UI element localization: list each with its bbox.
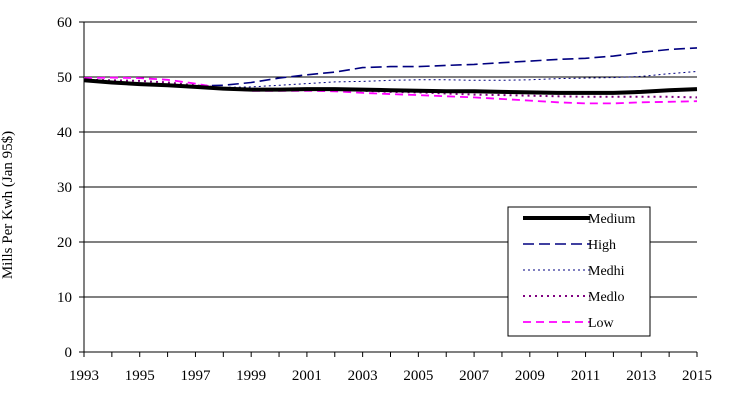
series-line-low xyxy=(83,76,698,105)
series-line-medhi xyxy=(83,71,698,88)
y-tick-label: 20 xyxy=(57,235,72,251)
y-tick-label: 50 xyxy=(57,70,72,86)
y-tick-label: 60 xyxy=(57,15,72,31)
x-tick-label: 2003 xyxy=(348,368,378,384)
legend: Medium High Medhi Medlo Low xyxy=(507,206,651,337)
y-tick-label: 10 xyxy=(57,290,72,306)
x-tick-label: 2015 xyxy=(682,368,712,384)
y-axis-title: Mills Per Kwh (Jan 95$) xyxy=(0,131,16,279)
axes xyxy=(79,21,698,357)
x-tick-label: 1997 xyxy=(180,368,211,384)
series-lines xyxy=(83,47,698,105)
x-tick-labels: 1993 1995 1997 1999 2001 2003 2005 2007 2009 2011… xyxy=(69,368,712,384)
y-tick-labels: 0 10 20 30 40 50 60 xyxy=(57,15,72,361)
legend-label-low: Low xyxy=(588,316,615,331)
legend-box xyxy=(507,206,651,337)
x-tick-label: 2009 xyxy=(515,368,545,384)
y-tick-label: 40 xyxy=(57,125,72,141)
series-line-medium xyxy=(83,78,698,95)
x-tick-label: 2005 xyxy=(403,368,433,384)
x-tick-label: 2007 xyxy=(459,368,490,384)
x-tick-label: 2013 xyxy=(626,368,656,384)
y-tick-label: 30 xyxy=(57,180,72,196)
x-tick-label: 1993 xyxy=(69,368,99,384)
x-tick-label: 1999 xyxy=(236,368,266,384)
y-tick-label: 0 xyxy=(65,345,73,361)
legend-label-medium: Medium xyxy=(588,212,636,227)
x-tick-label: 2011 xyxy=(571,368,600,384)
legend-label-medhi: Medhi xyxy=(588,264,625,279)
x-tick-label: 1995 xyxy=(125,368,155,384)
legend-label-high: High xyxy=(588,238,616,253)
x-tick-label: 2001 xyxy=(292,368,322,384)
legend-label-medlo: Medlo xyxy=(588,290,625,305)
